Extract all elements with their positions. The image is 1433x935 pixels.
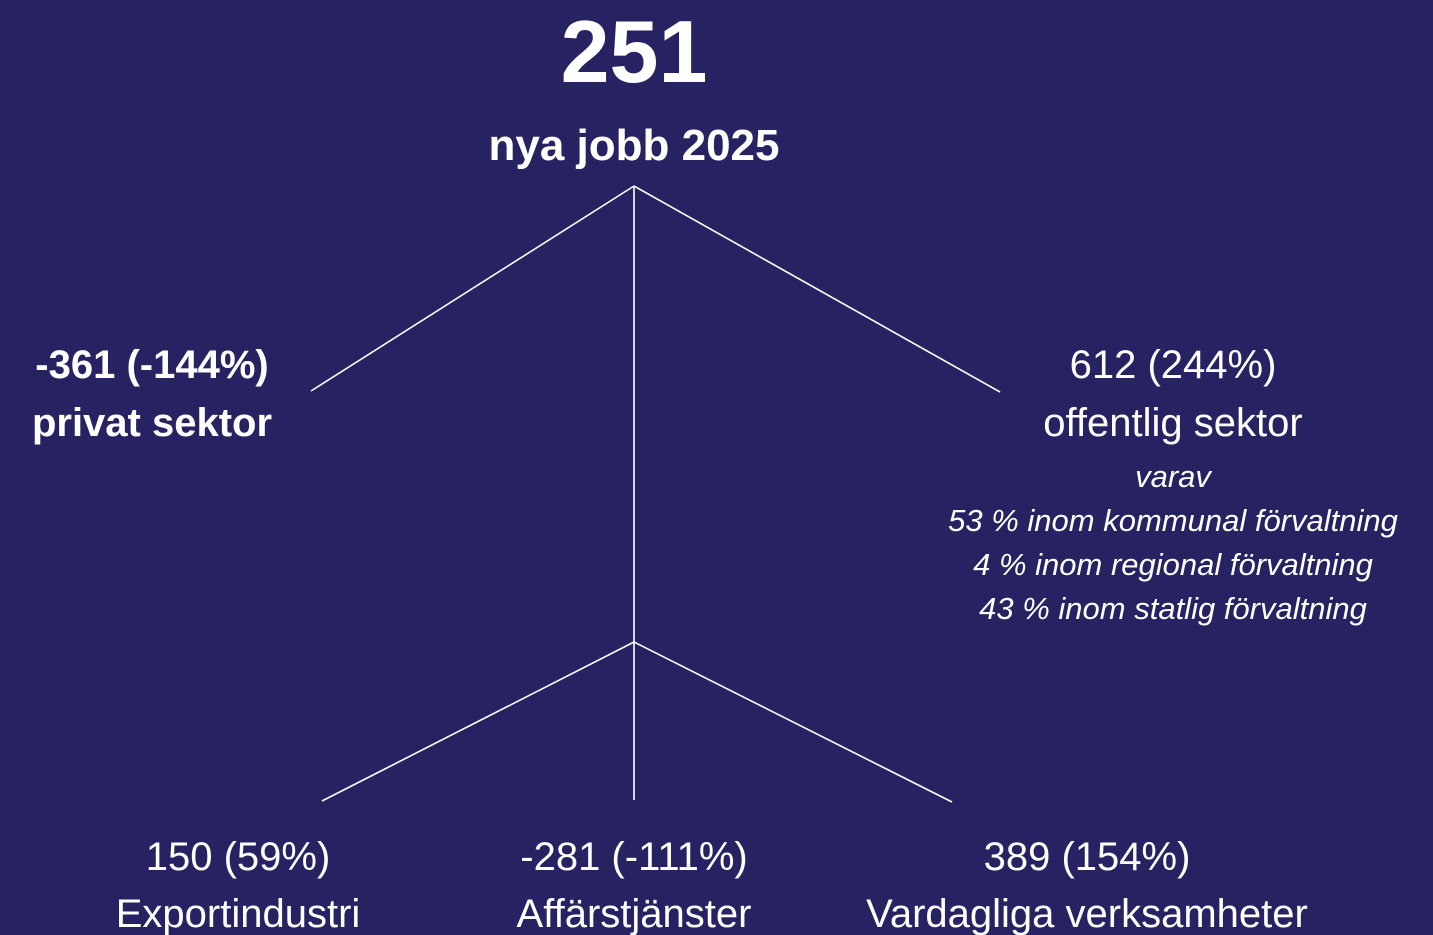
private-label: privat sektor	[32, 401, 272, 445]
branch-value: 150 (59%)	[146, 835, 331, 879]
connector	[310, 185, 635, 392]
public-part: 43 % inom statlig förvaltning	[979, 591, 1367, 626]
private-value: -361 (-144%)	[35, 343, 268, 387]
public-part: 4 % inom regional förvaltning	[973, 547, 1373, 582]
branch-label: Exportindustri	[116, 892, 361, 935]
connector	[321, 641, 635, 802]
branch-label: Affärstjänster	[517, 892, 752, 935]
branch-value: 389 (154%)	[984, 835, 1191, 879]
total-label: nya jobb 2025	[488, 121, 779, 170]
connector	[633, 185, 1001, 393]
branch-value: -281 (-111%)	[520, 835, 748, 879]
branch-label: Vardagliga verksamheter	[866, 892, 1308, 935]
public-label: offentlig sektor	[1043, 401, 1302, 445]
public-of-which: varav	[1135, 459, 1212, 494]
public-part: 53 % inom kommunal förvaltning	[948, 503, 1398, 538]
public-value: 612 (244%)	[1070, 343, 1277, 387]
total: 251	[561, 2, 708, 101]
connector	[633, 641, 953, 803]
